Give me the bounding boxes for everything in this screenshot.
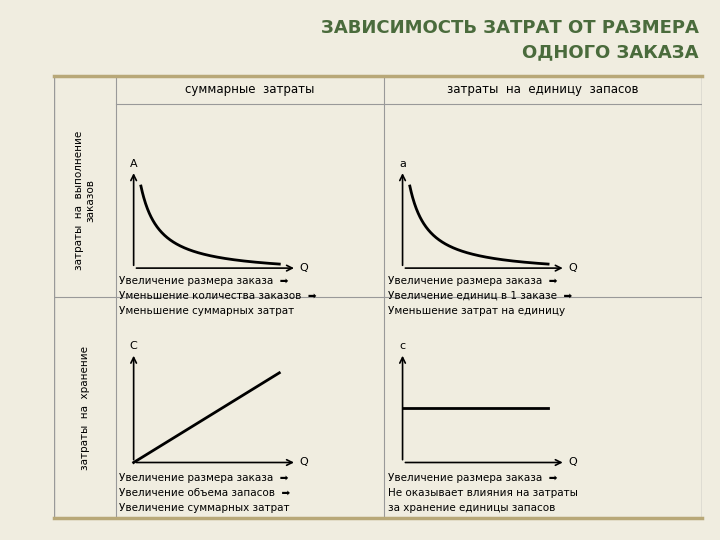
Text: Q: Q bbox=[300, 457, 308, 468]
Text: Увеличение размера заказа  ➡: Увеличение размера заказа ➡ bbox=[120, 473, 289, 483]
Text: Увеличение размера заказа  ➡: Увеличение размера заказа ➡ bbox=[388, 473, 557, 483]
Text: Увеличение суммарных затрат: Увеличение суммарных затрат bbox=[120, 503, 289, 513]
Text: Уменьшение затрат на единицу: Уменьшение затрат на единицу bbox=[388, 306, 565, 316]
Text: Q: Q bbox=[569, 457, 577, 468]
Text: Увеличение единиц в 1 заказе  ➡: Увеличение единиц в 1 заказе ➡ bbox=[388, 291, 572, 301]
Text: Q: Q bbox=[300, 263, 308, 273]
Text: a: a bbox=[399, 159, 406, 169]
Text: Q: Q bbox=[569, 263, 577, 273]
Text: затраты  на  единицу  запасов: затраты на единицу запасов bbox=[448, 84, 639, 97]
Text: ЗАВИСИМОСТЬ ЗАТРАТ ОТ РАЗМЕРА: ЗАВИСИМОСТЬ ЗАТРАТ ОТ РАЗМЕРА bbox=[320, 19, 698, 37]
Text: Увеличение размера заказа  ➡: Увеличение размера заказа ➡ bbox=[120, 276, 289, 286]
Text: ОДНОГО ЗАКАЗА: ОДНОГО ЗАКАЗА bbox=[522, 43, 698, 61]
Text: c: c bbox=[400, 341, 405, 351]
Text: Увеличение размера заказа  ➡: Увеличение размера заказа ➡ bbox=[388, 276, 557, 286]
Text: затраты  на  выполнение
заказов: затраты на выполнение заказов bbox=[74, 131, 96, 271]
Text: Уменьшение количества заказов  ➡: Уменьшение количества заказов ➡ bbox=[120, 291, 317, 301]
Text: Увеличение объема запасов  ➡: Увеличение объема запасов ➡ bbox=[120, 488, 290, 498]
Text: за хранение единицы запасов: за хранение единицы запасов bbox=[388, 503, 555, 513]
Text: затраты  на  хранение: затраты на хранение bbox=[80, 346, 90, 470]
Text: C: C bbox=[130, 341, 138, 351]
Text: Не оказывает влияния на затраты: Не оказывает влияния на затраты bbox=[388, 488, 578, 498]
Text: суммарные  затраты: суммарные затраты bbox=[185, 84, 315, 97]
Text: A: A bbox=[130, 159, 138, 169]
Text: Уменьшение суммарных затрат: Уменьшение суммарных затрат bbox=[120, 306, 294, 316]
